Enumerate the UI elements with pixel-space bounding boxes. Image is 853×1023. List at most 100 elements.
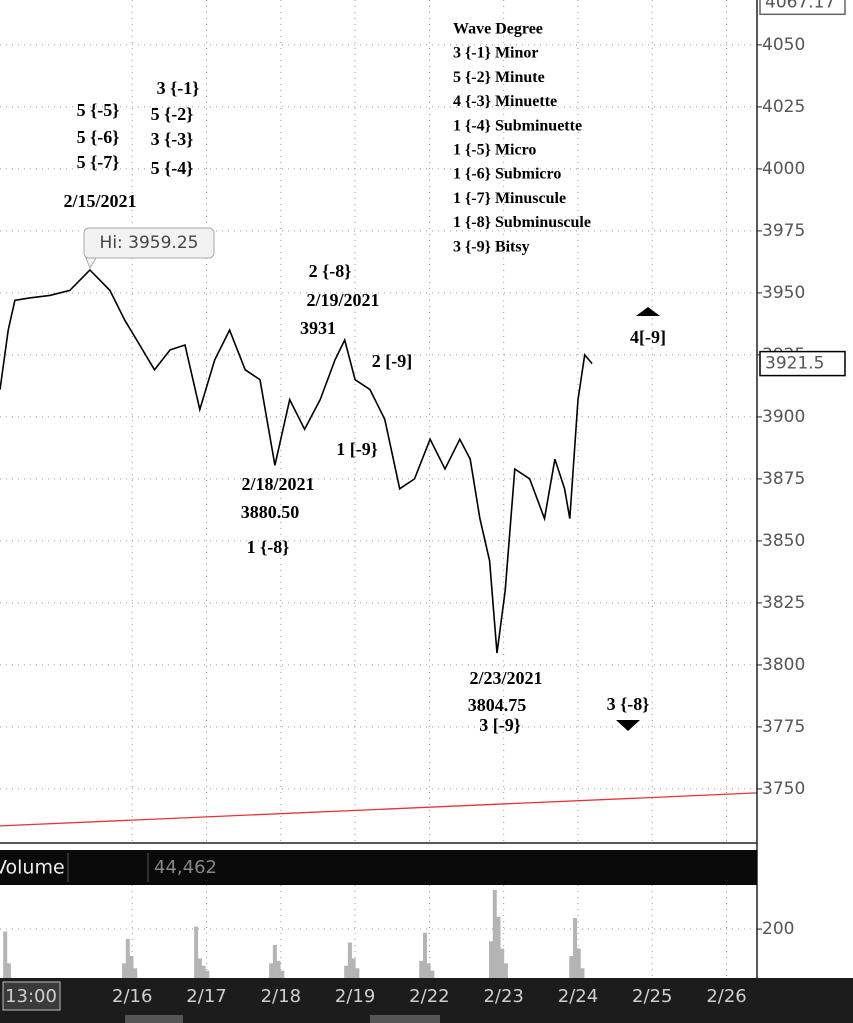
wave-annotation: 2/23/2021 (469, 668, 542, 688)
volume-bar (569, 955, 574, 978)
cursor-label: 13:00 (5, 986, 57, 1007)
volume-bar (205, 970, 210, 978)
volume-bar (572, 918, 577, 978)
y-tick-label: 3825 (762, 593, 805, 613)
wave-annotation: 5 {-5} (77, 100, 120, 120)
volume-bar (426, 963, 431, 978)
wave-degree-item: 1 {-8} Subminuscule (453, 214, 591, 231)
volume-bar (430, 970, 435, 978)
volume-bar (6, 963, 11, 978)
y-tick-label: 3750 (762, 779, 805, 799)
y-tick-label: 3850 (762, 531, 805, 551)
wave-annotation: 1 {-8} (247, 537, 290, 557)
volume-bar (276, 960, 281, 978)
x-tick-label: 2/17 (186, 986, 226, 1007)
y-tick-label: 3950 (762, 283, 805, 303)
wave-annotation: 3804.75 (468, 695, 527, 715)
wave-annotation: 2 [-9] (372, 351, 412, 371)
volume-bar (422, 932, 427, 978)
price-line (0, 268, 593, 654)
wave-annotation: 5 {-4} (151, 158, 194, 178)
cursor-box (2, 981, 61, 1011)
wave-annotation: 1 [-9} (336, 439, 378, 459)
y-tick-label: 3975 (762, 221, 805, 241)
volume-title: Volume (0, 857, 65, 879)
volume-bar (269, 963, 274, 978)
x-tick-label: 2/16 (112, 986, 152, 1007)
volume-bar (500, 948, 505, 978)
volume-header (0, 850, 757, 885)
plot (0, 268, 758, 978)
labels: 3750377538003825385038753900392539503975… (63, 0, 846, 1007)
x-tick-label: 2/26 (706, 986, 746, 1007)
x-tick-label: 2/25 (632, 986, 672, 1007)
volume-bar (129, 955, 134, 978)
volume-bar (125, 938, 130, 978)
trend-line (0, 792, 758, 827)
down-arrow (616, 720, 640, 731)
price-marker-box (759, 0, 846, 16)
callout-pointer (85, 257, 97, 270)
callout-box (83, 227, 215, 259)
wave-degree-item: 3 {-1} Minor (453, 45, 538, 62)
volume-bar (122, 963, 127, 978)
wave-annotation: 2 {-8} (309, 261, 352, 281)
wave-degree-title: Wave Degree (453, 21, 543, 38)
wave-annotation: 3 {-3} (151, 129, 194, 149)
wave-annotation: 4[-9] (630, 327, 666, 347)
wave-degree-item: 1 {-6} Submicro (453, 166, 561, 183)
y-tick-label: 4025 (762, 97, 805, 117)
scrollbar (125, 1015, 183, 1023)
wave-annotation: 5 {-6} (77, 127, 120, 147)
volume-bar (194, 926, 199, 978)
volume-bar (492, 889, 497, 978)
y-tick-label: 3875 (762, 469, 805, 489)
x-tick-label: 2/23 (483, 986, 523, 1007)
callout-label: Hi: 3959.25 (100, 233, 199, 253)
y-tick-label: 4000 (762, 159, 805, 179)
wave-annotation: 3 [-9} (479, 715, 521, 735)
wave-degree-item: 5 {-2} Minute (453, 69, 545, 86)
volume-bar (576, 948, 581, 978)
volume-bar (201, 965, 206, 978)
volume-bar (419, 960, 424, 978)
x-tick-label: 2/24 (558, 986, 598, 1007)
wave-degree-item: 1 {-4} Subminuette (453, 117, 582, 134)
up-arrow (636, 307, 660, 316)
x-tick-label: 2/18 (261, 986, 301, 1007)
volume-bar (355, 968, 360, 978)
y-tick-label: 3775 (762, 717, 805, 737)
y-tick-label: 4050 (762, 35, 805, 55)
volume-bar (351, 958, 356, 978)
wave-degree-item: 1 {-7} Minuscule (453, 190, 566, 207)
volume-bar (489, 941, 494, 978)
wave-annotation: 5 {-2} (151, 104, 194, 124)
wave-annotation: 2/18/2021 (241, 474, 314, 494)
wave-annotation: 3 {-1} (157, 78, 200, 98)
volume-bar (280, 970, 285, 978)
wave-degree-item: 1 {-5} Micro (453, 141, 536, 158)
volume-bar (197, 958, 202, 978)
price-marker-box (759, 350, 846, 377)
volume-last: 44,462 (154, 857, 217, 878)
grid (0, 0, 762, 978)
volume-bar (133, 968, 138, 978)
x-tick-label: 2/22 (409, 986, 449, 1007)
wave-annotation: 3880.50 (241, 502, 300, 522)
volume-bar (3, 931, 8, 978)
wave-degree-item: 4 {-3} Minuette (453, 93, 557, 110)
volume-bar (344, 965, 349, 978)
wave-degree-item: 3 {-9} Bitsy (453, 238, 530, 255)
y-tick-label: 3800 (762, 655, 805, 675)
wave-annotation: 3931 (300, 318, 336, 338)
volume-bar (272, 944, 277, 978)
volume-bar (347, 942, 352, 978)
wave-annotation: 5 {-7} (77, 152, 120, 172)
volume-bar (496, 916, 501, 978)
wave-annotation: 2/19/2021 (306, 290, 379, 310)
y-tick-label: 3900 (762, 407, 805, 427)
scrollbar (370, 1015, 440, 1023)
x-tick-label: 2/19 (335, 986, 375, 1007)
y-tick-label: 200 (762, 919, 794, 939)
